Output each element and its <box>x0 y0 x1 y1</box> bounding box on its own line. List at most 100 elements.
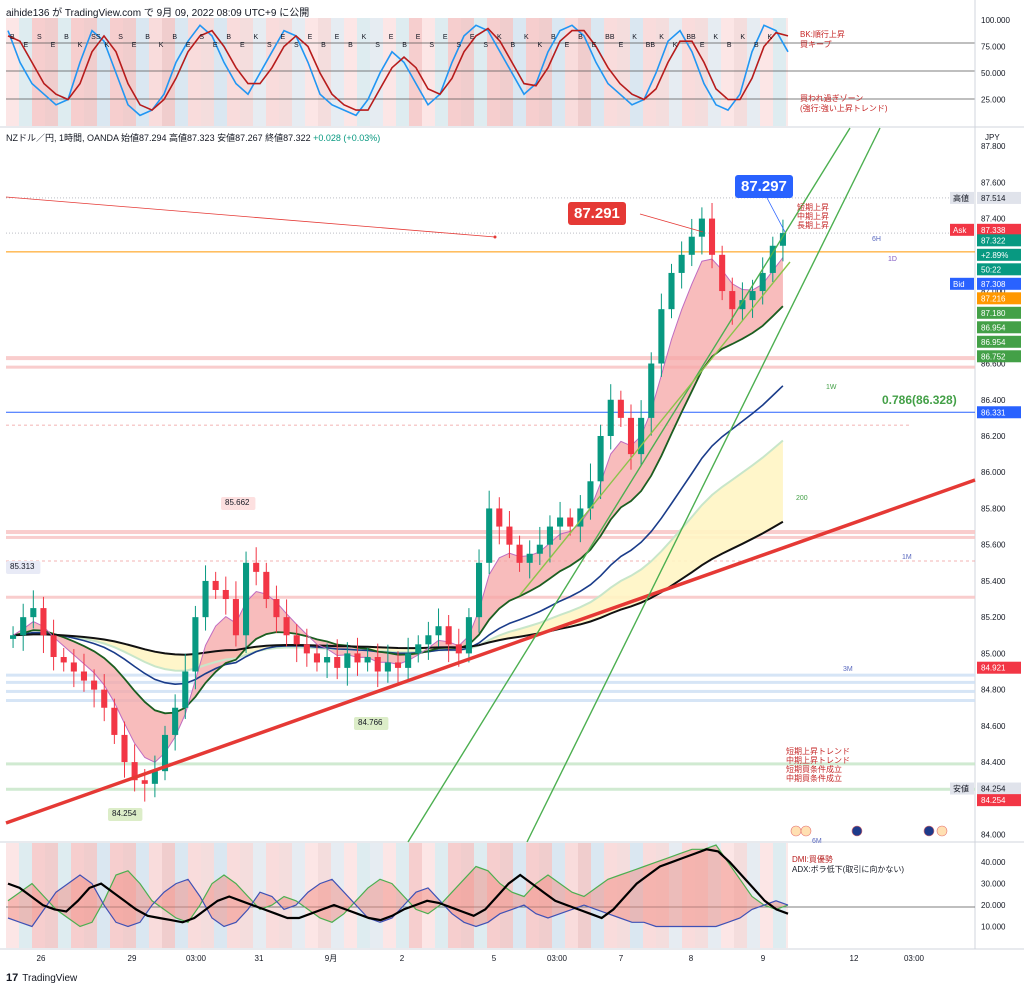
symbol-change: +0.028 (+0.03%) <box>313 133 381 143</box>
price-label-text: 86.331 <box>981 408 1006 417</box>
candle-body <box>465 617 472 654</box>
price-label <box>977 223 1021 236</box>
signal-letter: E <box>335 34 340 41</box>
price-label-text: 87.180 <box>981 309 1006 318</box>
publish-header: aihide136 が TradingView.com で 9月 09, 202… <box>6 8 310 19</box>
price-tag-text: 安値 <box>953 784 969 794</box>
candle-body <box>648 363 655 418</box>
price-label-text: 86.752 <box>981 352 1006 361</box>
signal-letter: K <box>362 34 367 41</box>
plus-di-line <box>7 844 789 928</box>
candle-body <box>476 562 483 618</box>
signal-letter: E <box>619 42 624 49</box>
footer: 17 TradingView <box>6 972 77 984</box>
price-label <box>977 794 1021 807</box>
candle-body <box>91 680 98 690</box>
signal-letter: E <box>470 34 475 41</box>
candle-body <box>779 233 786 246</box>
candle-body <box>415 644 422 654</box>
signal-letter: E <box>389 34 394 41</box>
signal-letter: B <box>551 34 556 41</box>
top-legend-4: (強行:強い上昇トレンド) <box>800 103 888 113</box>
top-legend-3: 買われ過ぎゾーン <box>800 93 863 103</box>
trend-note: 中期買条件成立 <box>786 773 842 783</box>
candle-body <box>678 254 685 273</box>
signal-letter: S <box>429 42 434 49</box>
top-band <box>45 18 58 126</box>
candle-body <box>617 399 624 418</box>
time-tick: 29 <box>128 954 137 963</box>
bottom-band <box>344 843 357 948</box>
candle-body <box>232 599 239 636</box>
candle-body <box>354 653 361 663</box>
candle-body <box>638 417 645 455</box>
candle-body <box>344 653 351 668</box>
event-flag-icon[interactable] <box>851 825 863 837</box>
candle-body <box>212 580 219 590</box>
candle-body <box>334 657 341 668</box>
candle-body <box>394 662 402 668</box>
top-band <box>240 18 253 126</box>
candle-body <box>374 657 381 672</box>
trendline-red[interactable] <box>5 478 976 825</box>
candle-body <box>607 399 614 436</box>
ema-black-line <box>13 520 784 656</box>
candle-body <box>10 635 17 639</box>
signal-letter: E <box>213 42 218 49</box>
signal-letter: K <box>740 34 745 41</box>
price-label-text: 84.254 <box>981 796 1006 805</box>
signal-letter: B <box>145 34 150 41</box>
time-tick: 26 <box>37 954 46 963</box>
event-flag-icon[interactable] <box>800 825 812 837</box>
time-tick: 2 <box>400 954 405 963</box>
signal-letter: S <box>483 42 488 49</box>
top-band <box>695 18 708 126</box>
event-flag-icon[interactable] <box>936 825 948 837</box>
candlesticks <box>10 203 786 802</box>
event-flag-icon[interactable] <box>790 825 802 837</box>
price-tick: 84.000 <box>981 831 1006 840</box>
candle-body <box>80 671 88 681</box>
trendline-green-2[interactable] <box>526 127 881 843</box>
price-tag <box>950 782 974 795</box>
candle-body <box>20 617 27 636</box>
top-legend-1: BK:順行上昇 <box>800 29 845 39</box>
top-panel-axis: 100.000 75.000 50.000 25.000 <box>981 16 1010 105</box>
currency-label: JPY <box>985 133 1000 142</box>
signal-letter: B <box>510 42 515 49</box>
candle-body <box>131 762 138 781</box>
callout-line <box>5 196 496 238</box>
candle-body <box>313 653 320 663</box>
signal-letter: B <box>172 34 177 41</box>
bottom-band <box>266 843 279 948</box>
candle-body <box>202 580 209 618</box>
callout-line-3 <box>765 195 786 233</box>
price-tag-text: Ask <box>953 226 967 235</box>
signal-letter: E <box>132 42 137 49</box>
candle-body <box>658 309 665 364</box>
price-label-text: 87.338 <box>981 226 1006 235</box>
price-label-text: 86.954 <box>981 338 1006 347</box>
timeframe-label: 6M <box>812 838 822 845</box>
candle-body <box>455 644 462 654</box>
signal-letter: K <box>632 34 637 41</box>
candle-body <box>222 589 229 600</box>
top-band <box>474 18 487 126</box>
trendline-green-3[interactable] <box>519 261 791 596</box>
price-tick: 86.600 <box>981 360 1006 369</box>
candle-body <box>182 671 189 708</box>
cloud-yellow-fill <box>13 440 783 671</box>
bottom-band <box>279 843 292 948</box>
signal-letter: B <box>402 42 407 49</box>
signal-letter: S <box>456 42 461 49</box>
price-tick: 85.600 <box>981 541 1006 550</box>
top-tick: 75.000 <box>981 43 1006 52</box>
trendline-green-1[interactable] <box>407 127 851 843</box>
event-flag-icon[interactable] <box>923 825 935 837</box>
time-tick: 03:00 <box>186 954 207 963</box>
bottom-band <box>6 843 19 948</box>
price-tick: 87.600 <box>981 178 1006 187</box>
price-label <box>977 350 1021 363</box>
signal-letter: B <box>321 42 326 49</box>
